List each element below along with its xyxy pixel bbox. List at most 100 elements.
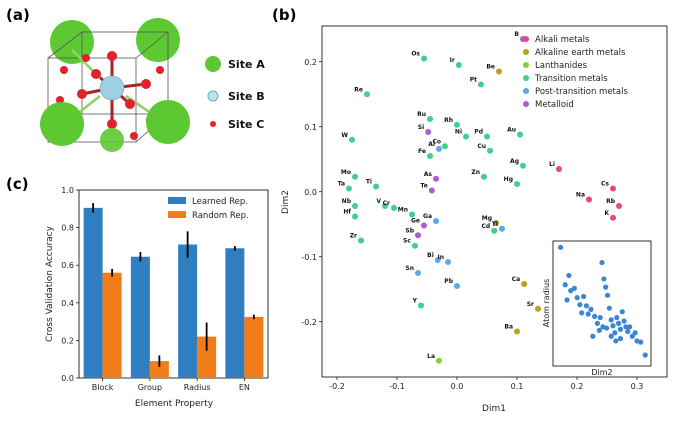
element-label: Ba <box>504 324 513 331</box>
element-label: Ga <box>423 213 432 220</box>
inset-point <box>606 305 612 311</box>
panel-c-tag: (c) <box>6 175 29 193</box>
scatter-y-axis-label: Dim2 <box>281 190 291 214</box>
element-label: Cr <box>383 200 390 207</box>
element-label: Os <box>411 51 420 58</box>
element-point <box>433 175 439 182</box>
element-point <box>493 219 499 226</box>
bar-y-tick-label: 0.2 <box>61 336 74 345</box>
element-label: Ca <box>512 276 520 283</box>
inset-x-axis-label: Dim2 <box>591 368 612 377</box>
site-c-marker <box>210 121 216 127</box>
element-label: Rh <box>444 117 453 124</box>
element-label: Hg <box>504 176 513 183</box>
element-point <box>535 305 541 312</box>
element-point <box>421 222 427 229</box>
scatter-x-tick-label: 0.3 <box>631 382 644 391</box>
inset-point <box>581 293 587 300</box>
element-label: Al <box>428 141 435 148</box>
bar <box>197 336 217 378</box>
legend-label: Post-transition metals <box>535 87 628 97</box>
element-point <box>455 62 462 68</box>
element-label: Mn <box>398 207 408 214</box>
inset-point <box>577 302 583 308</box>
inset-points <box>558 244 648 358</box>
element-label: Fe <box>418 148 426 155</box>
inset-point <box>588 306 594 312</box>
inset-point <box>571 285 578 291</box>
element-label: La <box>427 353 435 360</box>
element-point <box>373 183 379 190</box>
element-point <box>610 185 616 192</box>
inset-point <box>615 320 622 326</box>
element-point <box>454 283 460 289</box>
scatter-x-tick-label: -0.2 <box>329 382 345 391</box>
inset-point <box>558 244 564 250</box>
element-point <box>352 213 358 220</box>
element-point <box>436 145 442 152</box>
site-a-sphere <box>40 102 84 146</box>
element-point <box>556 166 562 172</box>
site-a-sphere <box>50 20 94 64</box>
panel-a-tag: (a) <box>6 6 30 24</box>
element-point <box>520 162 526 169</box>
legend-label: Transition metals <box>534 74 608 84</box>
element-point <box>436 357 442 364</box>
bar-x-tick-label: Radius <box>184 383 211 392</box>
scatter-y-tick-label: 0.2 <box>304 58 317 67</box>
element-point <box>349 136 355 143</box>
element-point <box>346 185 352 192</box>
inset-point <box>619 309 625 315</box>
site-a-sphere <box>146 100 190 144</box>
crystal-structure-illustration <box>40 18 190 152</box>
element-label: As <box>424 171 433 178</box>
element-point <box>478 81 484 88</box>
site-a-label: Site A <box>228 58 265 71</box>
site-b-sphere <box>99 75 125 101</box>
inset-point <box>629 333 635 339</box>
scatter-x-tick-label: -0.1 <box>389 382 405 391</box>
inset-point <box>579 310 585 316</box>
element-point <box>496 68 502 75</box>
inset-frame <box>552 240 652 367</box>
element-point <box>358 237 364 244</box>
element-label: Nb <box>342 198 352 205</box>
legend-label: Metalloid <box>535 100 574 110</box>
element-label: Au <box>507 127 516 134</box>
element-point <box>481 173 487 180</box>
legend-label: Lanthanides <box>535 61 588 71</box>
element-label: Hf <box>343 208 351 215</box>
bar <box>102 272 122 378</box>
inset-point <box>590 333 596 339</box>
element-point <box>415 270 421 276</box>
element-label: Cs <box>601 181 609 188</box>
element-point <box>454 121 460 128</box>
legend-marker <box>523 101 529 107</box>
site-c-label: Site C <box>228 118 264 131</box>
element-point <box>514 328 520 335</box>
legend-marker <box>523 75 529 81</box>
legend-marker <box>523 62 529 68</box>
inset-point <box>566 272 572 279</box>
element-point <box>425 128 432 135</box>
legend-marker <box>523 88 529 94</box>
inset-point <box>623 324 629 330</box>
bar-y-tick-label: 0.8 <box>61 224 74 233</box>
bar <box>83 207 103 378</box>
element-point <box>421 55 427 62</box>
element-label: Zn <box>471 169 480 176</box>
bar-x-tick-label: Group <box>138 383 162 392</box>
legend-label: Random Rep. <box>192 211 249 221</box>
element-point <box>382 203 388 210</box>
inset-point <box>614 314 620 321</box>
element-label: Rb <box>606 198 616 205</box>
element-label: Ru <box>417 111 426 118</box>
element-label: Y <box>412 298 418 305</box>
element-label: Tl <box>492 221 498 228</box>
element-point <box>616 203 622 210</box>
element-label: Sb <box>405 227 414 234</box>
element-point <box>445 258 451 265</box>
element-label: W <box>341 132 348 139</box>
legend-swatch <box>168 211 186 218</box>
site-b-marker <box>207 90 219 102</box>
